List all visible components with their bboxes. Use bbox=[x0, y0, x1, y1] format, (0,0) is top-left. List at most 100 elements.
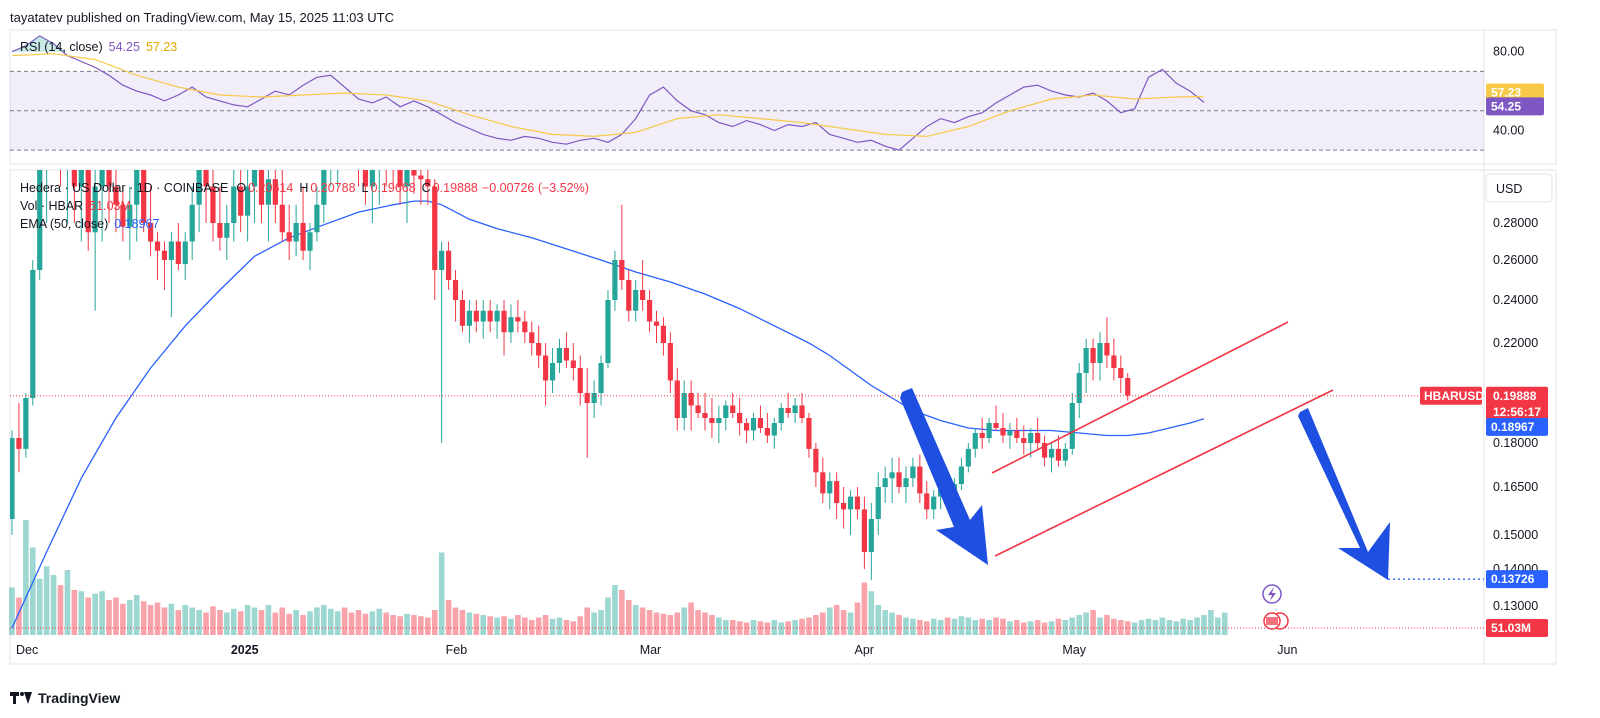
low-label: L bbox=[362, 181, 369, 195]
volume-bar bbox=[903, 617, 909, 635]
volume-bar bbox=[972, 620, 979, 635]
candle-body bbox=[391, 157, 396, 168]
volume-bar bbox=[923, 621, 930, 635]
candle-body bbox=[1125, 378, 1131, 396]
candle-body bbox=[210, 186, 216, 223]
volume-bar bbox=[92, 593, 98, 635]
volume-bar bbox=[1014, 620, 1020, 635]
candle-body bbox=[459, 300, 466, 326]
volume-bar bbox=[875, 605, 882, 635]
down-arrow-drawing[interactable] bbox=[900, 388, 988, 565]
candle-body bbox=[612, 260, 618, 300]
currency-button-bg[interactable] bbox=[1485, 173, 1553, 203]
volume-bar bbox=[1173, 621, 1180, 635]
candle-body bbox=[653, 321, 660, 326]
volume-bar bbox=[833, 605, 840, 635]
rsi-last-tag-text: 54.25 bbox=[1491, 99, 1521, 113]
volume-bar bbox=[625, 600, 632, 635]
candle-body bbox=[369, 170, 375, 187]
last-price-tag-bg bbox=[1486, 386, 1548, 421]
volume-bar bbox=[425, 617, 431, 635]
candle-body bbox=[847, 496, 854, 510]
candle-body bbox=[515, 317, 521, 322]
volume-bar bbox=[1076, 615, 1083, 635]
price-y-tick-label: 0.22000 bbox=[1493, 336, 1538, 350]
price-y-tick-label: 0.26000 bbox=[1493, 253, 1538, 267]
channel-lower-line[interactable] bbox=[994, 389, 1334, 557]
price-panel bbox=[9, 150, 1484, 635]
candle-body bbox=[432, 186, 438, 270]
volume-bar bbox=[120, 603, 126, 635]
target-arrow-drawing[interactable] bbox=[1298, 408, 1390, 580]
volume-bar bbox=[584, 607, 590, 635]
price-y-tick-label: 0.13000 bbox=[1493, 599, 1538, 613]
volume-bar bbox=[522, 617, 528, 635]
channel-upper-line[interactable] bbox=[991, 321, 1289, 474]
candle-body bbox=[411, 170, 417, 176]
candle-body bbox=[175, 241, 181, 264]
candle-body bbox=[924, 493, 930, 510]
candle-body bbox=[688, 393, 694, 406]
volume-bar bbox=[480, 615, 487, 635]
price-y-tick-label: 0.16500 bbox=[1493, 480, 1538, 494]
candle-body bbox=[1021, 438, 1027, 443]
volume-bar bbox=[300, 615, 306, 635]
candle-body bbox=[231, 186, 237, 223]
currency-button[interactable]: USD bbox=[1485, 173, 1553, 203]
volume-bar bbox=[418, 616, 424, 635]
candle-body bbox=[743, 423, 750, 431]
volume-bar bbox=[348, 612, 355, 635]
candle-body bbox=[681, 393, 687, 418]
countdown-text: 12:56:17 bbox=[1493, 405, 1541, 419]
symbol-tag: HBARUSD bbox=[1420, 386, 1484, 405]
candle-body bbox=[778, 408, 784, 423]
ema-legend-label: EMA (50, close) bbox=[20, 217, 108, 231]
candle-body bbox=[78, 170, 84, 187]
volume-bar bbox=[383, 612, 390, 635]
volume-bar bbox=[598, 610, 604, 635]
candle-body bbox=[1083, 348, 1089, 373]
target-tag-bg bbox=[1486, 570, 1548, 589]
volume-bar bbox=[743, 622, 750, 635]
high-value: 0.20788 bbox=[310, 181, 355, 195]
volume-bar bbox=[577, 616, 584, 635]
rsi-ma-last-tag-text: 57.23 bbox=[1491, 86, 1521, 100]
volume-bar bbox=[563, 620, 570, 635]
volume-bar bbox=[258, 610, 265, 635]
volume-bar bbox=[681, 607, 688, 635]
volume-bar bbox=[390, 615, 396, 635]
candle-body bbox=[986, 423, 992, 438]
volume-bar bbox=[826, 607, 833, 635]
x-tick-label: Mar bbox=[640, 643, 662, 657]
candle-body bbox=[445, 250, 452, 280]
candle-body bbox=[882, 478, 888, 487]
volume-bar bbox=[910, 618, 916, 635]
candle-body bbox=[1069, 403, 1075, 449]
candle-body bbox=[626, 280, 632, 311]
volume-bar bbox=[1020, 622, 1027, 635]
volume-bar bbox=[210, 606, 216, 635]
volume-bar bbox=[993, 617, 999, 635]
volume-bar bbox=[646, 610, 653, 635]
candle-body bbox=[71, 170, 77, 187]
candle-body bbox=[1035, 433, 1041, 443]
volume-bar bbox=[1041, 622, 1048, 635]
volume-bar bbox=[549, 618, 556, 635]
volume-bar bbox=[16, 597, 22, 635]
volume-bar bbox=[29, 547, 36, 635]
candle-body bbox=[425, 179, 431, 187]
ema-last-tag: 0.18967 bbox=[1486, 417, 1548, 436]
volume-bar bbox=[639, 607, 646, 635]
candle-body bbox=[356, 150, 361, 168]
volume-bar bbox=[404, 613, 410, 635]
candle-body bbox=[1062, 448, 1068, 461]
rsi-last-tag: 54.25 bbox=[1486, 97, 1544, 116]
volume-bar bbox=[494, 617, 500, 635]
candle-body bbox=[529, 332, 535, 343]
candle-body bbox=[702, 413, 708, 418]
candle-body bbox=[1028, 433, 1034, 443]
volume-bar bbox=[729, 620, 736, 635]
candle-body bbox=[792, 405, 798, 413]
